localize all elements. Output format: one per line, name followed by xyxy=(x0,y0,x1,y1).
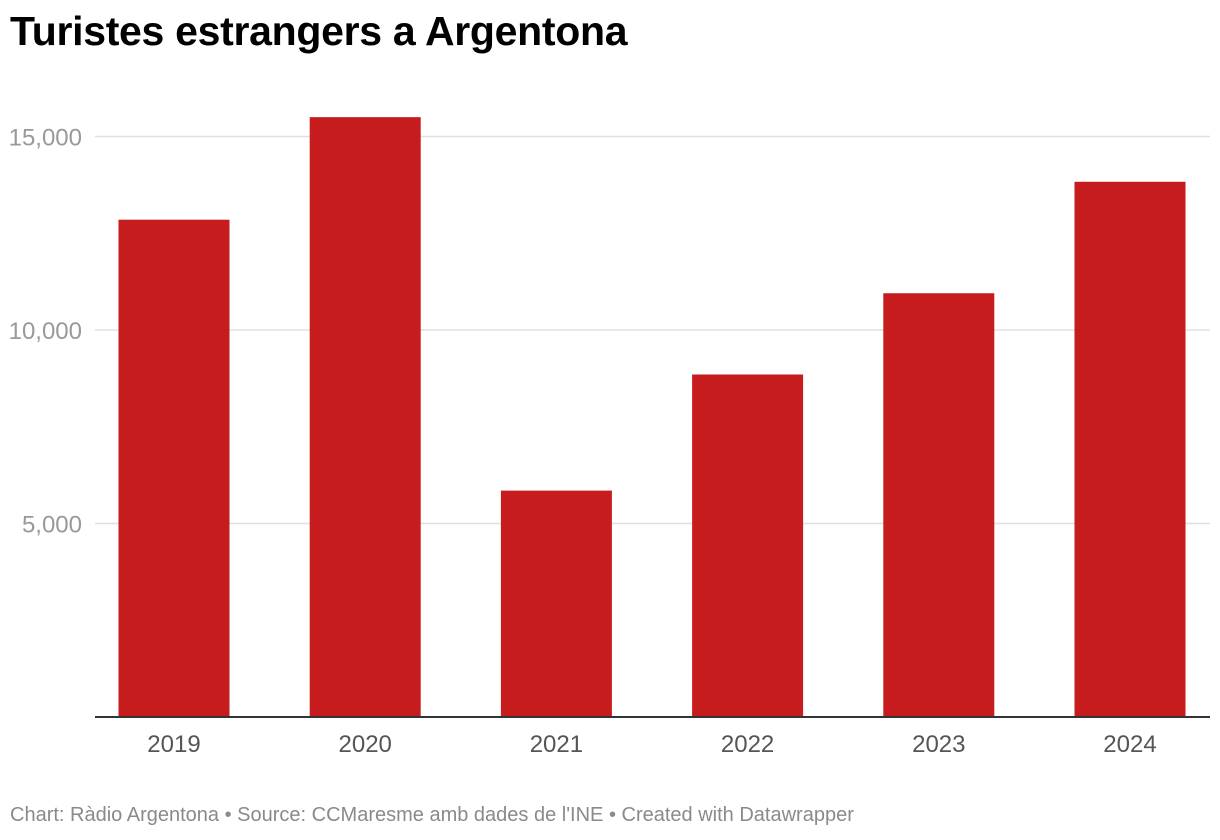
chart-credit: Chart: Ràdio Argentona xyxy=(10,804,220,826)
y-axis-ticks: 5,000 10,000 15,000 xyxy=(9,125,82,539)
bar-2021[interactable] xyxy=(500,490,612,717)
chart-title: Turistes estrangers a Argentona xyxy=(10,8,628,54)
source-link[interactable]: Source: CCMaresme amb dades de l'INE xyxy=(237,804,604,826)
y-tick-label: 10,000 xyxy=(9,318,82,345)
y-tick-label: 15,000 xyxy=(9,125,82,152)
x-tick-label: 2023 xyxy=(912,731,965,758)
x-tick-label: 2019 xyxy=(147,731,200,758)
y-tick-label: 5,000 xyxy=(22,512,82,539)
x-tick-label: 2021 xyxy=(530,731,583,758)
bar-2024[interactable] xyxy=(1074,181,1186,718)
x-tick-label: 2020 xyxy=(339,731,392,758)
bar-2023[interactable] xyxy=(883,293,995,717)
bar-2019[interactable] xyxy=(118,219,230,717)
bar-2020[interactable] xyxy=(309,117,421,717)
bars xyxy=(118,117,1186,718)
footer-separator: • xyxy=(224,804,232,826)
chart-footer: Chart: Ràdio Argentona • Source: CCMares… xyxy=(10,804,854,827)
x-axis-ticks: 2019 2020 2021 2022 2023 2024 xyxy=(147,731,1156,758)
x-tick-label: 2024 xyxy=(1103,731,1156,758)
gridlines xyxy=(95,135,1210,525)
footer-separator: • xyxy=(608,804,616,826)
datawrapper-link[interactable]: Created with Datawrapper xyxy=(621,804,854,826)
bar-2022[interactable] xyxy=(692,374,804,717)
x-tick-label: 2022 xyxy=(721,731,774,758)
